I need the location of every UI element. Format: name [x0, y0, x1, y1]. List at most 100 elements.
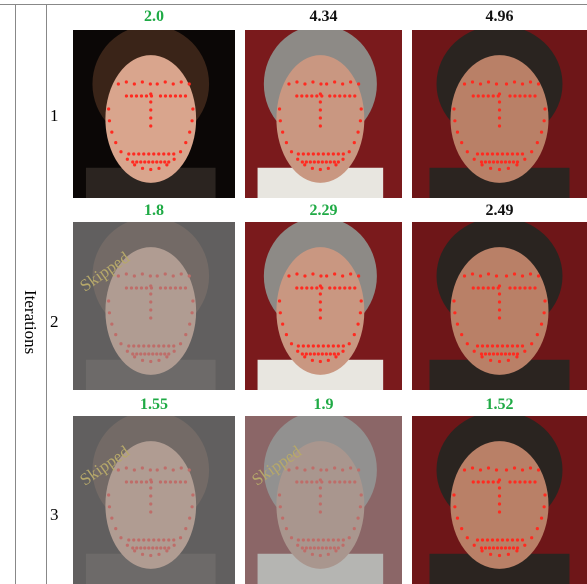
face-shape: [359, 311, 362, 314]
face-shape: [472, 94, 475, 97]
face-shape: [332, 344, 335, 347]
face-shape: [484, 546, 487, 549]
face-shape: [507, 553, 510, 556]
face-shape: [472, 286, 475, 289]
face-shape: [540, 517, 543, 520]
face-shape: [481, 538, 484, 541]
face-shape: [348, 286, 351, 289]
face-shape: [480, 355, 483, 358]
face-shape: [149, 124, 152, 127]
face-shape: [508, 160, 511, 163]
face-shape: [179, 150, 182, 153]
face-shape: [518, 480, 521, 483]
face-shape: [360, 107, 363, 110]
face-shape: [495, 468, 498, 471]
face-shape: [333, 160, 336, 163]
face-shape: [338, 94, 341, 97]
face-shape: [452, 107, 455, 110]
face-shape: [516, 344, 519, 347]
face-shape: [164, 80, 167, 83]
face-shape: [543, 311, 546, 314]
face-shape: [488, 546, 491, 549]
face-shape: [190, 119, 193, 122]
face-shape: [303, 163, 306, 166]
score: 2.0: [73, 8, 235, 26]
face-shape: [156, 82, 159, 85]
face-shape: [492, 480, 495, 483]
face-shape: [163, 160, 166, 163]
face-shape: [507, 167, 510, 170]
face-shape: [312, 152, 315, 155]
face-shape: [295, 286, 298, 289]
face-shape: [463, 468, 466, 471]
face-shape: [165, 163, 168, 166]
face-shape: [188, 82, 191, 85]
face-shape: [332, 152, 335, 155]
face-shape: [343, 94, 346, 97]
face-shape: [521, 468, 524, 471]
face-shape: [143, 160, 146, 163]
face-shape: [480, 549, 483, 552]
face-shape: [321, 352, 324, 355]
face-shape: [317, 152, 320, 155]
face-shape: [125, 94, 128, 97]
face-shape: [516, 152, 519, 155]
face-shape: [511, 344, 514, 347]
face-shape: [141, 167, 144, 170]
face-shape: [508, 480, 511, 483]
face-shape: [180, 80, 183, 83]
face-shape: [290, 150, 293, 153]
face-shape: [460, 333, 463, 336]
face-shape: [543, 493, 546, 496]
face-image: [412, 222, 587, 390]
face-shape: [507, 359, 510, 362]
face-shape: [456, 517, 459, 520]
face-shape: [164, 94, 167, 97]
face-shape: [543, 107, 546, 110]
face-shape: [513, 272, 516, 275]
face-shape: [487, 480, 490, 483]
skip-label: Skipped: [76, 248, 133, 296]
face-shape: [498, 486, 501, 489]
skip-label: Skipped: [76, 442, 133, 490]
border: [15, 4, 16, 584]
face-shape: [127, 152, 130, 155]
face-shape: [333, 286, 336, 289]
score: 1.8: [73, 202, 235, 220]
face-shape: [281, 131, 284, 134]
face-shape: [322, 152, 325, 155]
face-image: [245, 30, 402, 198]
face-shape: [504, 160, 507, 163]
face-shape: [516, 546, 519, 549]
face-shape: [466, 536, 469, 539]
face-shape: [529, 80, 532, 83]
face-shape: [518, 286, 521, 289]
face-shape: [453, 505, 456, 508]
face-shape: [319, 124, 322, 127]
face-shape: [341, 82, 344, 85]
face-shape: [508, 286, 511, 289]
face-shape: [169, 94, 172, 97]
face-shape: [343, 286, 346, 289]
face-shape: [184, 141, 187, 144]
face-shape: [149, 108, 152, 111]
face-shape: [491, 152, 494, 155]
face-shape: [319, 82, 322, 85]
face-shape: [491, 344, 494, 347]
face-shape: [108, 119, 111, 122]
face-shape: [466, 150, 469, 153]
face-shape: [518, 94, 521, 97]
face-shape: [479, 274, 482, 277]
face-shape: [303, 355, 306, 358]
face-shape: [460, 141, 463, 144]
row-label: 2: [50, 312, 59, 332]
face-shape: [496, 160, 499, 163]
face-shape: [325, 274, 328, 277]
face-shape: [498, 316, 501, 319]
face-image: [245, 222, 402, 390]
face-image: [412, 30, 587, 198]
face-shape: [501, 152, 504, 155]
face-shape: [110, 131, 113, 134]
face-shape: [516, 160, 519, 163]
face-shape: [319, 316, 322, 319]
